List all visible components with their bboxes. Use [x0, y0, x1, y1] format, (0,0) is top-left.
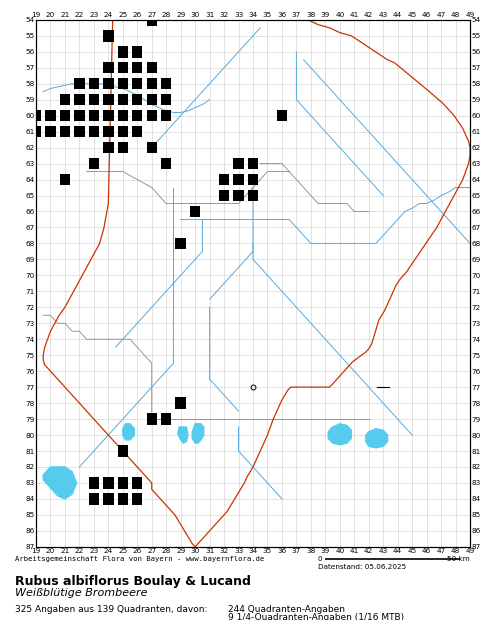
- Bar: [132, 126, 142, 138]
- Bar: [74, 110, 85, 122]
- Bar: [118, 46, 128, 58]
- Bar: [132, 94, 142, 105]
- Bar: [31, 126, 41, 138]
- Bar: [146, 110, 157, 122]
- Bar: [103, 78, 114, 89]
- Bar: [103, 142, 114, 153]
- Bar: [118, 477, 128, 489]
- Bar: [161, 158, 172, 169]
- Bar: [74, 78, 85, 89]
- Polygon shape: [178, 427, 188, 443]
- Bar: [146, 414, 157, 425]
- Bar: [46, 126, 56, 138]
- Bar: [176, 397, 186, 409]
- Bar: [276, 110, 287, 122]
- Polygon shape: [328, 424, 351, 445]
- Text: 325 Angaben aus 139 Quadranten, davon:: 325 Angaben aus 139 Quadranten, davon:: [15, 604, 208, 614]
- Text: Weißblütige Brombeere: Weißblütige Brombeere: [15, 588, 148, 598]
- Bar: [132, 78, 142, 89]
- Bar: [248, 158, 258, 169]
- Bar: [103, 94, 114, 105]
- Bar: [103, 477, 114, 489]
- Bar: [60, 126, 70, 138]
- Bar: [146, 142, 157, 153]
- Bar: [234, 158, 243, 169]
- Bar: [161, 78, 172, 89]
- Bar: [74, 126, 85, 138]
- Bar: [234, 174, 243, 185]
- Text: 9 1/4-Quadranten-Angaben (1/16 MTB): 9 1/4-Quadranten-Angaben (1/16 MTB): [228, 613, 404, 620]
- Bar: [161, 94, 172, 105]
- Bar: [146, 78, 157, 89]
- Bar: [88, 126, 99, 138]
- Bar: [132, 46, 142, 58]
- Bar: [118, 126, 128, 138]
- Bar: [88, 158, 99, 169]
- Bar: [118, 493, 128, 505]
- Bar: [146, 62, 157, 74]
- Bar: [219, 190, 230, 202]
- Bar: [103, 493, 114, 505]
- Bar: [103, 30, 114, 42]
- Bar: [60, 174, 70, 185]
- Bar: [234, 190, 243, 202]
- Bar: [161, 110, 172, 122]
- Bar: [88, 477, 99, 489]
- Bar: [176, 237, 186, 249]
- Bar: [118, 94, 128, 105]
- Bar: [88, 78, 99, 89]
- Text: 50 km: 50 km: [448, 556, 470, 562]
- Bar: [31, 110, 41, 122]
- Bar: [118, 142, 128, 153]
- Text: 244 Quadranten-Angaben: 244 Quadranten-Angaben: [228, 604, 344, 614]
- Bar: [118, 445, 128, 457]
- Polygon shape: [123, 424, 134, 440]
- Bar: [60, 110, 70, 122]
- Bar: [60, 94, 70, 105]
- Bar: [132, 493, 142, 505]
- Bar: [161, 414, 172, 425]
- Bar: [46, 110, 56, 122]
- Bar: [118, 78, 128, 89]
- Polygon shape: [43, 467, 76, 499]
- Bar: [146, 94, 157, 105]
- Bar: [118, 62, 128, 74]
- Bar: [219, 174, 230, 185]
- Text: Datenstand: 05.06.2025: Datenstand: 05.06.2025: [318, 564, 406, 570]
- Bar: [103, 110, 114, 122]
- Bar: [146, 14, 157, 25]
- Bar: [132, 62, 142, 74]
- Bar: [118, 110, 128, 122]
- Text: Arbeitsgemeinschaft Flora von Bayern - www.bayernflora.de: Arbeitsgemeinschaft Flora von Bayern - w…: [15, 556, 264, 562]
- Bar: [103, 126, 114, 138]
- Bar: [248, 174, 258, 185]
- Bar: [74, 94, 85, 105]
- Bar: [88, 110, 99, 122]
- Text: Rubus albiflorus Boulay & Lucand: Rubus albiflorus Boulay & Lucand: [15, 575, 251, 588]
- Bar: [88, 94, 99, 105]
- Polygon shape: [192, 424, 204, 443]
- Bar: [248, 190, 258, 202]
- Bar: [88, 493, 99, 505]
- Bar: [103, 62, 114, 74]
- Bar: [190, 206, 200, 217]
- Bar: [132, 477, 142, 489]
- Polygon shape: [366, 428, 388, 448]
- Bar: [132, 110, 142, 122]
- Text: 0: 0: [318, 556, 322, 562]
